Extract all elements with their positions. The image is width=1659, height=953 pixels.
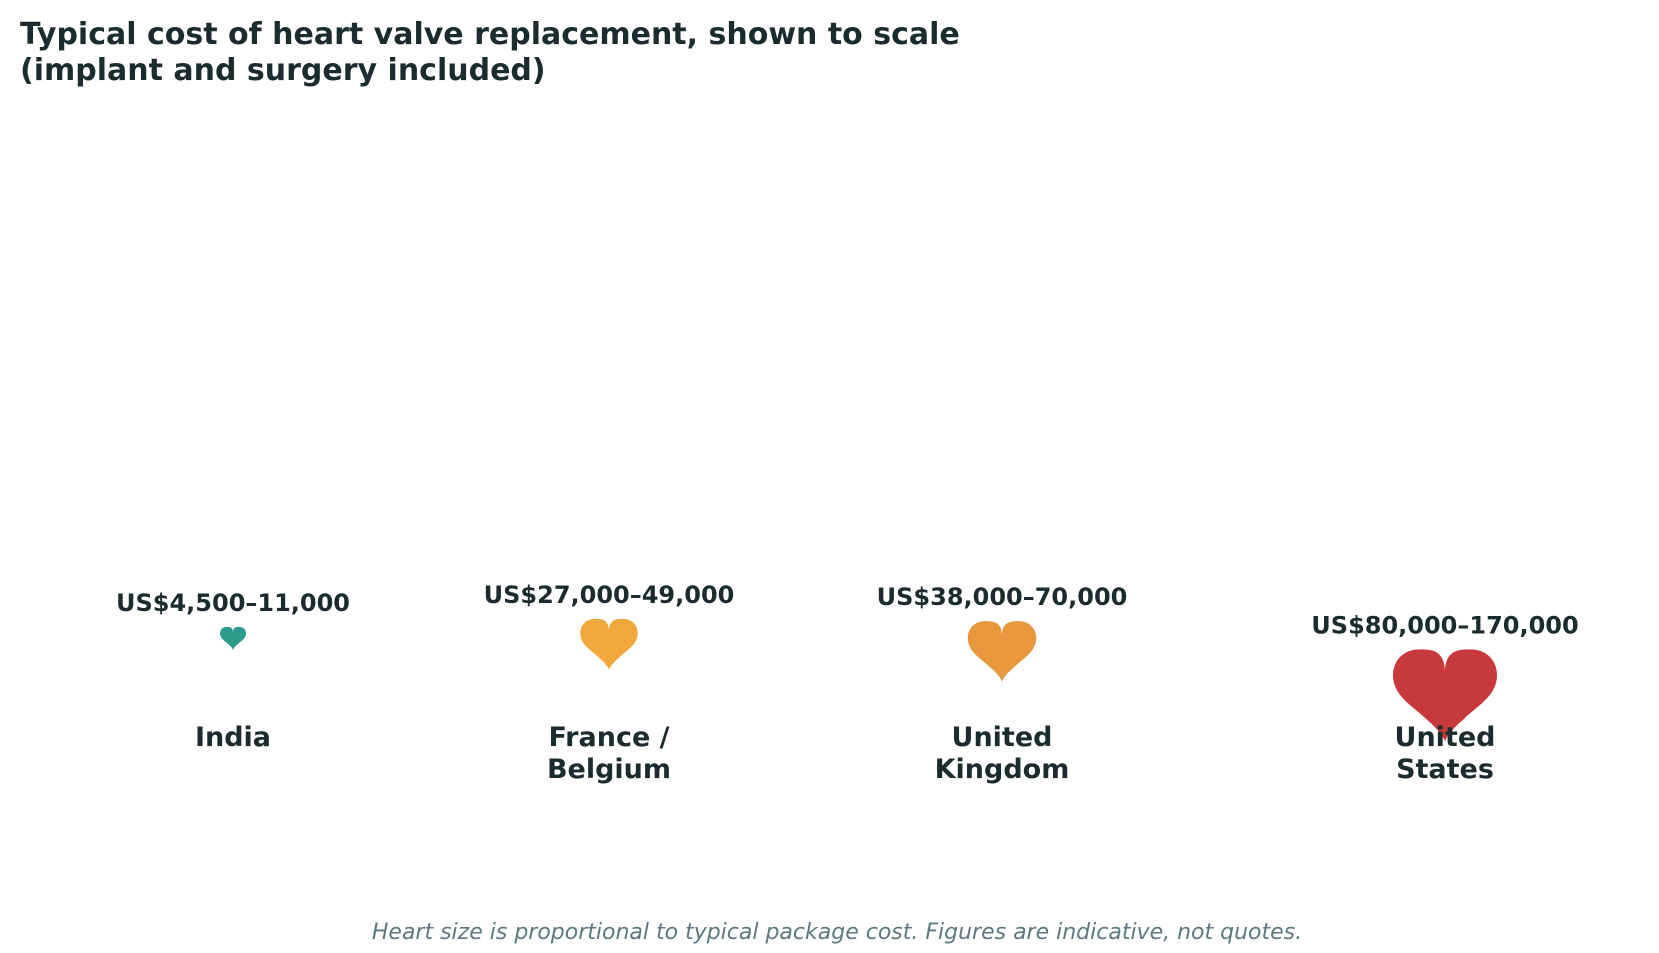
heart-mark-2: [967, 621, 1037, 682]
value-label-3: US$80,000–170,000: [1311, 611, 1578, 639]
category-label-3-line-1: States: [1396, 754, 1494, 785]
category-label-1-line-0: France /: [548, 722, 669, 753]
category-label-3-line-0: United: [1395, 722, 1496, 753]
heart-marks: [220, 618, 1497, 742]
category-label-1-line-1: Belgium: [547, 754, 671, 785]
chart-title: Typical cost of heart valve replacement,…: [20, 17, 960, 88]
heart-mark-0: [220, 626, 246, 650]
value-label-2: US$38,000–70,000: [877, 583, 1128, 611]
heart-mark-3: [1393, 649, 1497, 742]
value-label-0: US$4,500–11,000: [116, 589, 350, 617]
chart-title-line-1: Typical cost of heart valve replacement,…: [20, 17, 960, 52]
category-label-2-line-0: United: [952, 722, 1053, 753]
chart-title-line-2: (implant and surgery included): [20, 53, 546, 88]
heart-mark-1: [580, 618, 638, 670]
category-label-0-line-0: India: [195, 722, 271, 753]
category-labels: India France /BelgiumUnitedKingdomUnitedS…: [195, 722, 1496, 785]
category-label-2-line-1: Kingdom: [935, 754, 1070, 785]
chart-footnote: Heart size is proportional to typical pa…: [372, 920, 1302, 945]
value-labels: US$4,500–11,000 US$27,000–49,000 US$38,000…: [116, 581, 1579, 640]
value-label-1: US$27,000–49,000: [484, 581, 735, 609]
